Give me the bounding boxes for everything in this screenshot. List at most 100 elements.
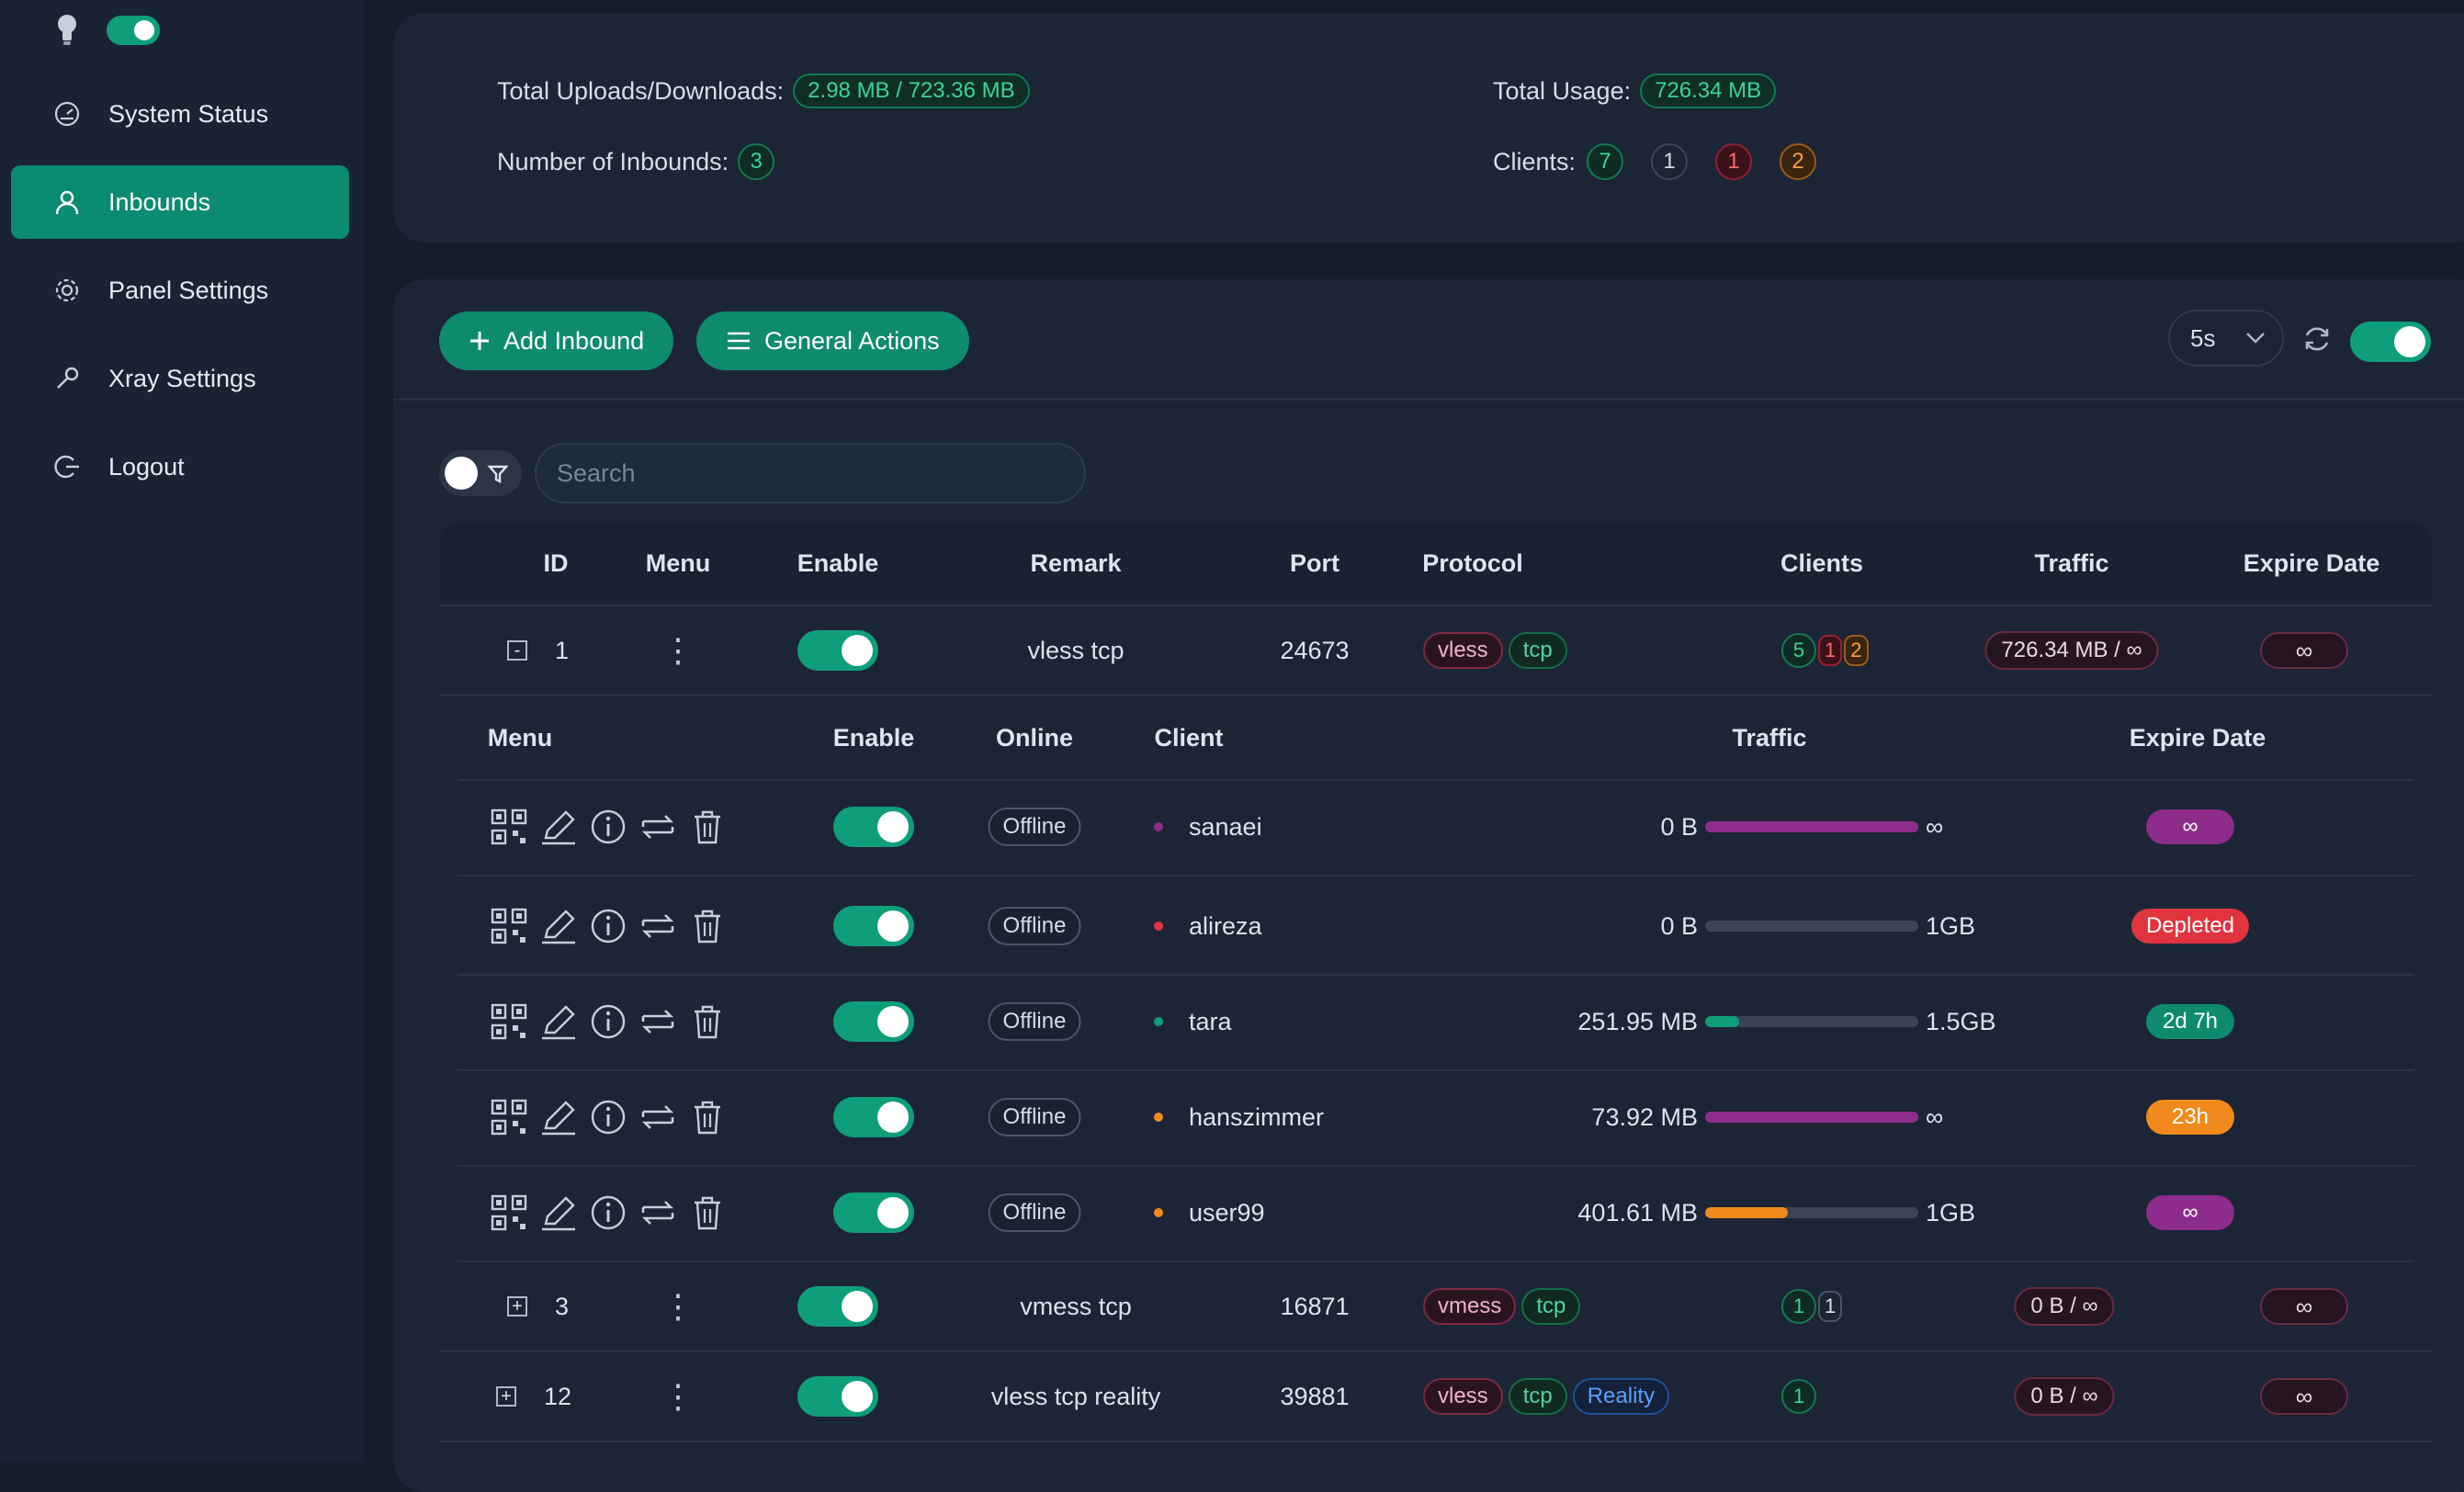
edit-icon[interactable] bbox=[538, 1097, 579, 1137]
info-icon[interactable] bbox=[588, 807, 628, 847]
qr-code-icon[interactable] bbox=[489, 906, 529, 946]
add-inbound-button[interactable]: Add Inbound bbox=[439, 311, 674, 370]
more-vertical-icon[interactable]: ⋮ bbox=[661, 1287, 695, 1325]
table-row[interactable]: - 1 ⋮ vless tcp 24673 vless tcp 5 1 2 72… bbox=[439, 606, 2431, 696]
stat-label: Number of Inbounds: bbox=[497, 147, 729, 175]
row-protocol: vmess tcp bbox=[1423, 1262, 1586, 1351]
info-icon[interactable] bbox=[588, 1097, 628, 1137]
sidebar-item-logout[interactable]: Logout bbox=[11, 430, 349, 503]
search-input[interactable] bbox=[535, 443, 1086, 503]
info-icon[interactable] bbox=[588, 906, 628, 946]
header-menu: Menu bbox=[645, 549, 711, 577]
client-online: Offline bbox=[988, 878, 1081, 974]
delete-icon[interactable] bbox=[687, 807, 728, 847]
table-row[interactable]: + 12 ⋮ vless tcp reality 39881 vless tcp… bbox=[439, 1352, 2431, 1442]
refresh-icon[interactable] bbox=[2302, 324, 2332, 354]
header-port[interactable]: Port bbox=[1290, 549, 1339, 577]
sidebar-item-inbounds[interactable]: Inbounds bbox=[11, 165, 349, 239]
row-port: 24673 bbox=[1280, 636, 1350, 664]
client-enable-toggle[interactable] bbox=[833, 807, 914, 847]
reset-traffic-icon[interactable] bbox=[638, 807, 678, 847]
client-actions bbox=[489, 779, 728, 875]
row-menu[interactable]: ⋮ bbox=[661, 1352, 695, 1441]
row-menu[interactable]: ⋮ bbox=[661, 1262, 695, 1351]
traffic-pill: 726.34 MB / ∞ bbox=[1984, 631, 2159, 670]
traffic-progress-fill bbox=[1705, 1112, 1918, 1123]
inbound-enable-toggle[interactable] bbox=[797, 1286, 878, 1327]
auto-refresh-toggle[interactable] bbox=[2350, 322, 2431, 362]
client-enable-toggle[interactable] bbox=[833, 1097, 914, 1137]
table-row[interactable]: + 3 ⋮ vmess tcp 16871 vmess tcp 1 1 0 B … bbox=[439, 1262, 2431, 1352]
delete-icon[interactable] bbox=[687, 1001, 728, 1042]
inbound-enable-toggle[interactable] bbox=[797, 630, 878, 671]
info-icon[interactable] bbox=[588, 1001, 628, 1042]
total-usage: Total Usage: 726.34 MB bbox=[1493, 73, 1777, 108]
info-icon[interactable] bbox=[588, 1192, 628, 1233]
edit-icon[interactable] bbox=[538, 807, 579, 847]
traffic-pill: 0 B / ∞ bbox=[2014, 1377, 2115, 1416]
client-row: Offline user99 401.61 MB 1GB ∞ bbox=[458, 1165, 2414, 1262]
clients-disabled-badge[interactable]: 1 bbox=[1651, 143, 1689, 180]
clients-depleted-count[interactable]: 1 bbox=[1818, 635, 1843, 666]
expire-badge: 23h bbox=[2146, 1100, 2234, 1135]
reset-traffic-icon[interactable] bbox=[638, 1001, 678, 1042]
edit-icon[interactable] bbox=[538, 1192, 579, 1233]
clients-expiring-count[interactable]: 2 bbox=[1844, 635, 1869, 666]
traffic-pill: 0 B / ∞ bbox=[2014, 1287, 2115, 1326]
client-actions bbox=[489, 1069, 728, 1165]
more-vertical-icon[interactable]: ⋮ bbox=[661, 631, 695, 669]
filter-icon bbox=[487, 465, 509, 483]
clients-total-badge[interactable]: 7 bbox=[1587, 143, 1624, 180]
security-tag: Reality bbox=[1572, 1378, 1670, 1415]
clients-depleted-badge[interactable]: 1 bbox=[1715, 143, 1753, 180]
delete-icon[interactable] bbox=[687, 1192, 728, 1233]
clients-disabled-count[interactable]: 1 bbox=[1818, 1291, 1843, 1322]
qr-code-icon[interactable] bbox=[489, 1192, 529, 1233]
refresh-interval-select[interactable]: 5s bbox=[2168, 310, 2284, 367]
client-actions bbox=[489, 878, 728, 974]
edit-icon[interactable] bbox=[538, 1001, 579, 1042]
more-vertical-icon[interactable]: ⋮ bbox=[661, 1377, 695, 1415]
online-status-badge: Offline bbox=[988, 1002, 1081, 1041]
client-row: Offline sanaei 0 B ∞ ∞ bbox=[458, 779, 2414, 876]
header-id[interactable]: ID bbox=[543, 549, 569, 577]
clients-expiring-badge[interactable]: 2 bbox=[1780, 143, 1817, 180]
client-traffic-bar: ∞ bbox=[1698, 1069, 1943, 1165]
status-dot bbox=[1154, 1113, 1163, 1122]
filter-toggle[interactable] bbox=[439, 450, 522, 496]
reset-traffic-icon[interactable] bbox=[638, 1192, 678, 1233]
clients-active-count[interactable]: 1 bbox=[1781, 1379, 1816, 1414]
qr-code-icon[interactable] bbox=[489, 1001, 529, 1042]
collapse-button[interactable]: - bbox=[507, 640, 527, 661]
expand-button[interactable]: + bbox=[496, 1386, 516, 1407]
expand-button[interactable]: + bbox=[507, 1296, 527, 1317]
edit-icon[interactable] bbox=[538, 906, 579, 946]
row-menu[interactable]: ⋮ bbox=[661, 606, 695, 695]
client-enable-toggle[interactable] bbox=[833, 1192, 914, 1233]
delete-icon[interactable] bbox=[687, 906, 728, 946]
clients-active-count[interactable]: 1 bbox=[1781, 1289, 1816, 1324]
sidebar-item-panel-settings[interactable]: Panel Settings bbox=[11, 254, 349, 327]
delete-icon[interactable] bbox=[687, 1097, 728, 1137]
sidebar-item-label: Xray Settings bbox=[108, 364, 256, 392]
client-enable-toggle[interactable] bbox=[833, 1001, 914, 1042]
stat-value: 3 bbox=[738, 143, 775, 180]
sidebar-item-label: Inbounds bbox=[108, 187, 211, 216]
client-name: alireza bbox=[1154, 878, 1262, 974]
client-enable bbox=[833, 974, 914, 1069]
reset-traffic-icon[interactable] bbox=[638, 906, 678, 946]
inbound-enable-toggle[interactable] bbox=[797, 1376, 878, 1417]
client-online: Offline bbox=[988, 779, 1081, 875]
dark-mode-toggle[interactable] bbox=[107, 16, 160, 45]
client-enable-toggle[interactable] bbox=[833, 906, 914, 946]
qr-code-icon[interactable] bbox=[489, 1097, 529, 1137]
sidebar-item-system-status[interactable]: System Status bbox=[11, 77, 349, 151]
clients-active-count[interactable]: 5 bbox=[1781, 633, 1816, 668]
client-used: 0 B bbox=[1422, 878, 1698, 974]
sidebar-item-xray-settings[interactable]: Xray Settings bbox=[11, 342, 349, 415]
protocol-tag: vless bbox=[1423, 1378, 1503, 1415]
general-actions-button[interactable]: General Actions bbox=[696, 311, 969, 370]
qr-code-icon[interactable] bbox=[489, 807, 529, 847]
reset-traffic-icon[interactable] bbox=[638, 1097, 678, 1137]
row-clients: 1 bbox=[1781, 1352, 1818, 1441]
